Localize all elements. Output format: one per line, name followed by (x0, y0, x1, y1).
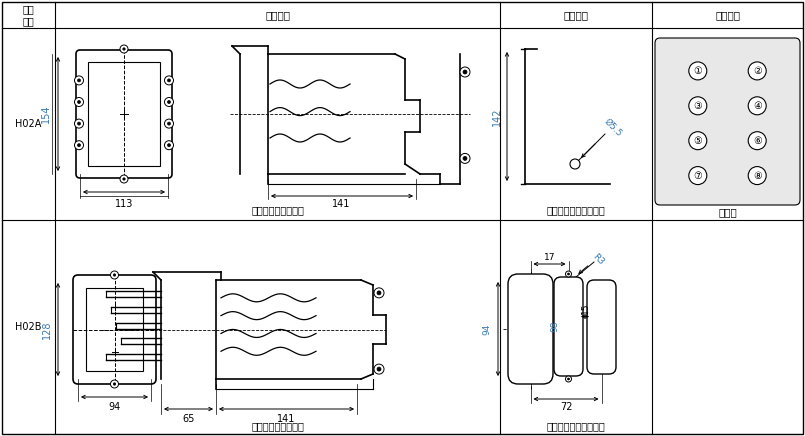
Circle shape (167, 144, 171, 146)
Text: 141: 141 (332, 199, 351, 209)
Circle shape (568, 378, 569, 380)
Circle shape (565, 271, 572, 277)
FancyBboxPatch shape (76, 50, 172, 178)
Text: 128: 128 (42, 320, 52, 339)
Circle shape (123, 178, 126, 180)
Text: 凸出式板后接线开孔图: 凸出式板后接线开孔图 (547, 421, 605, 431)
FancyBboxPatch shape (554, 277, 583, 376)
Circle shape (164, 76, 174, 85)
Text: 113: 113 (115, 199, 133, 209)
Text: 141: 141 (277, 414, 295, 424)
Circle shape (689, 62, 707, 80)
Circle shape (123, 48, 126, 50)
Circle shape (570, 159, 580, 169)
Text: ①: ① (693, 66, 702, 76)
Circle shape (689, 132, 707, 150)
Circle shape (463, 70, 467, 74)
FancyBboxPatch shape (587, 280, 616, 374)
Bar (88, 62, 160, 166)
Circle shape (565, 376, 572, 382)
Text: 94: 94 (482, 324, 492, 335)
Circle shape (164, 119, 174, 128)
Text: 接线端子: 接线端子 (715, 10, 740, 20)
Circle shape (75, 98, 84, 106)
Circle shape (460, 67, 470, 77)
Circle shape (374, 288, 384, 298)
Circle shape (167, 101, 171, 103)
Text: ⑤: ⑤ (693, 136, 702, 146)
Circle shape (463, 157, 467, 160)
Text: ③: ③ (693, 101, 702, 111)
Circle shape (164, 141, 174, 150)
Text: H02A: H02A (15, 119, 42, 129)
Circle shape (77, 144, 80, 146)
Circle shape (77, 122, 80, 125)
Text: 结构
代号: 结构 代号 (23, 4, 35, 26)
Circle shape (114, 383, 116, 385)
Circle shape (568, 273, 569, 275)
Text: 94: 94 (109, 402, 121, 412)
Circle shape (110, 271, 118, 279)
Circle shape (689, 97, 707, 115)
Circle shape (374, 364, 384, 374)
Circle shape (748, 132, 766, 150)
Circle shape (120, 45, 128, 53)
Text: H02B: H02B (15, 322, 42, 332)
Circle shape (114, 274, 116, 276)
Circle shape (110, 380, 118, 388)
Text: R3: R3 (591, 252, 605, 266)
Bar (86, 288, 143, 371)
Circle shape (377, 291, 381, 295)
Circle shape (120, 175, 128, 183)
Text: 98: 98 (550, 321, 559, 332)
Circle shape (77, 101, 80, 103)
Text: 凸出式板前接线结构: 凸出式板前接线结构 (251, 205, 304, 215)
Text: ②: ② (753, 66, 762, 76)
Text: 安装开孔: 安装开孔 (564, 10, 588, 20)
Circle shape (75, 119, 84, 128)
Circle shape (77, 79, 80, 82)
Text: ④: ④ (753, 101, 762, 111)
Text: 外形尺寸: 外形尺寸 (265, 10, 290, 20)
Text: 15: 15 (580, 303, 589, 314)
Text: ⑥: ⑥ (753, 136, 762, 146)
Circle shape (460, 153, 470, 164)
FancyBboxPatch shape (73, 275, 156, 384)
Text: 凸出式板后接线结构: 凸出式板后接线结构 (251, 421, 304, 431)
Text: Ø5.5: Ø5.5 (602, 117, 624, 139)
FancyBboxPatch shape (508, 274, 553, 384)
Circle shape (748, 62, 766, 80)
Circle shape (164, 98, 174, 106)
FancyBboxPatch shape (655, 38, 800, 205)
Circle shape (167, 79, 171, 82)
Text: 背示图: 背示图 (718, 207, 737, 217)
Circle shape (75, 76, 84, 85)
Text: 65: 65 (182, 414, 195, 424)
Text: ⑧: ⑧ (753, 170, 762, 181)
Circle shape (748, 167, 766, 184)
Circle shape (748, 97, 766, 115)
Circle shape (377, 367, 381, 371)
Text: 154: 154 (41, 105, 51, 123)
Circle shape (75, 141, 84, 150)
Text: 17: 17 (543, 252, 555, 262)
Text: 72: 72 (559, 402, 572, 412)
Circle shape (167, 122, 171, 125)
Text: ⑦: ⑦ (693, 170, 702, 181)
Text: 凸出式板前接线开孔图: 凸出式板前接线开孔图 (547, 205, 605, 215)
Circle shape (689, 167, 707, 184)
Text: 142: 142 (492, 107, 502, 126)
